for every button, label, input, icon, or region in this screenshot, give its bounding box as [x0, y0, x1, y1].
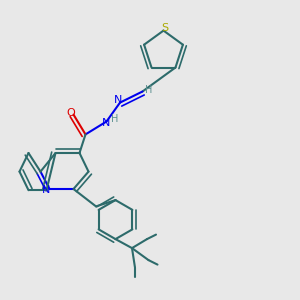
Text: H: H — [146, 85, 153, 95]
Text: N: N — [102, 118, 111, 128]
Text: N: N — [114, 95, 123, 105]
Text: S: S — [161, 22, 169, 33]
Text: N: N — [42, 185, 50, 195]
Text: O: O — [66, 108, 75, 118]
Text: H: H — [111, 114, 118, 124]
